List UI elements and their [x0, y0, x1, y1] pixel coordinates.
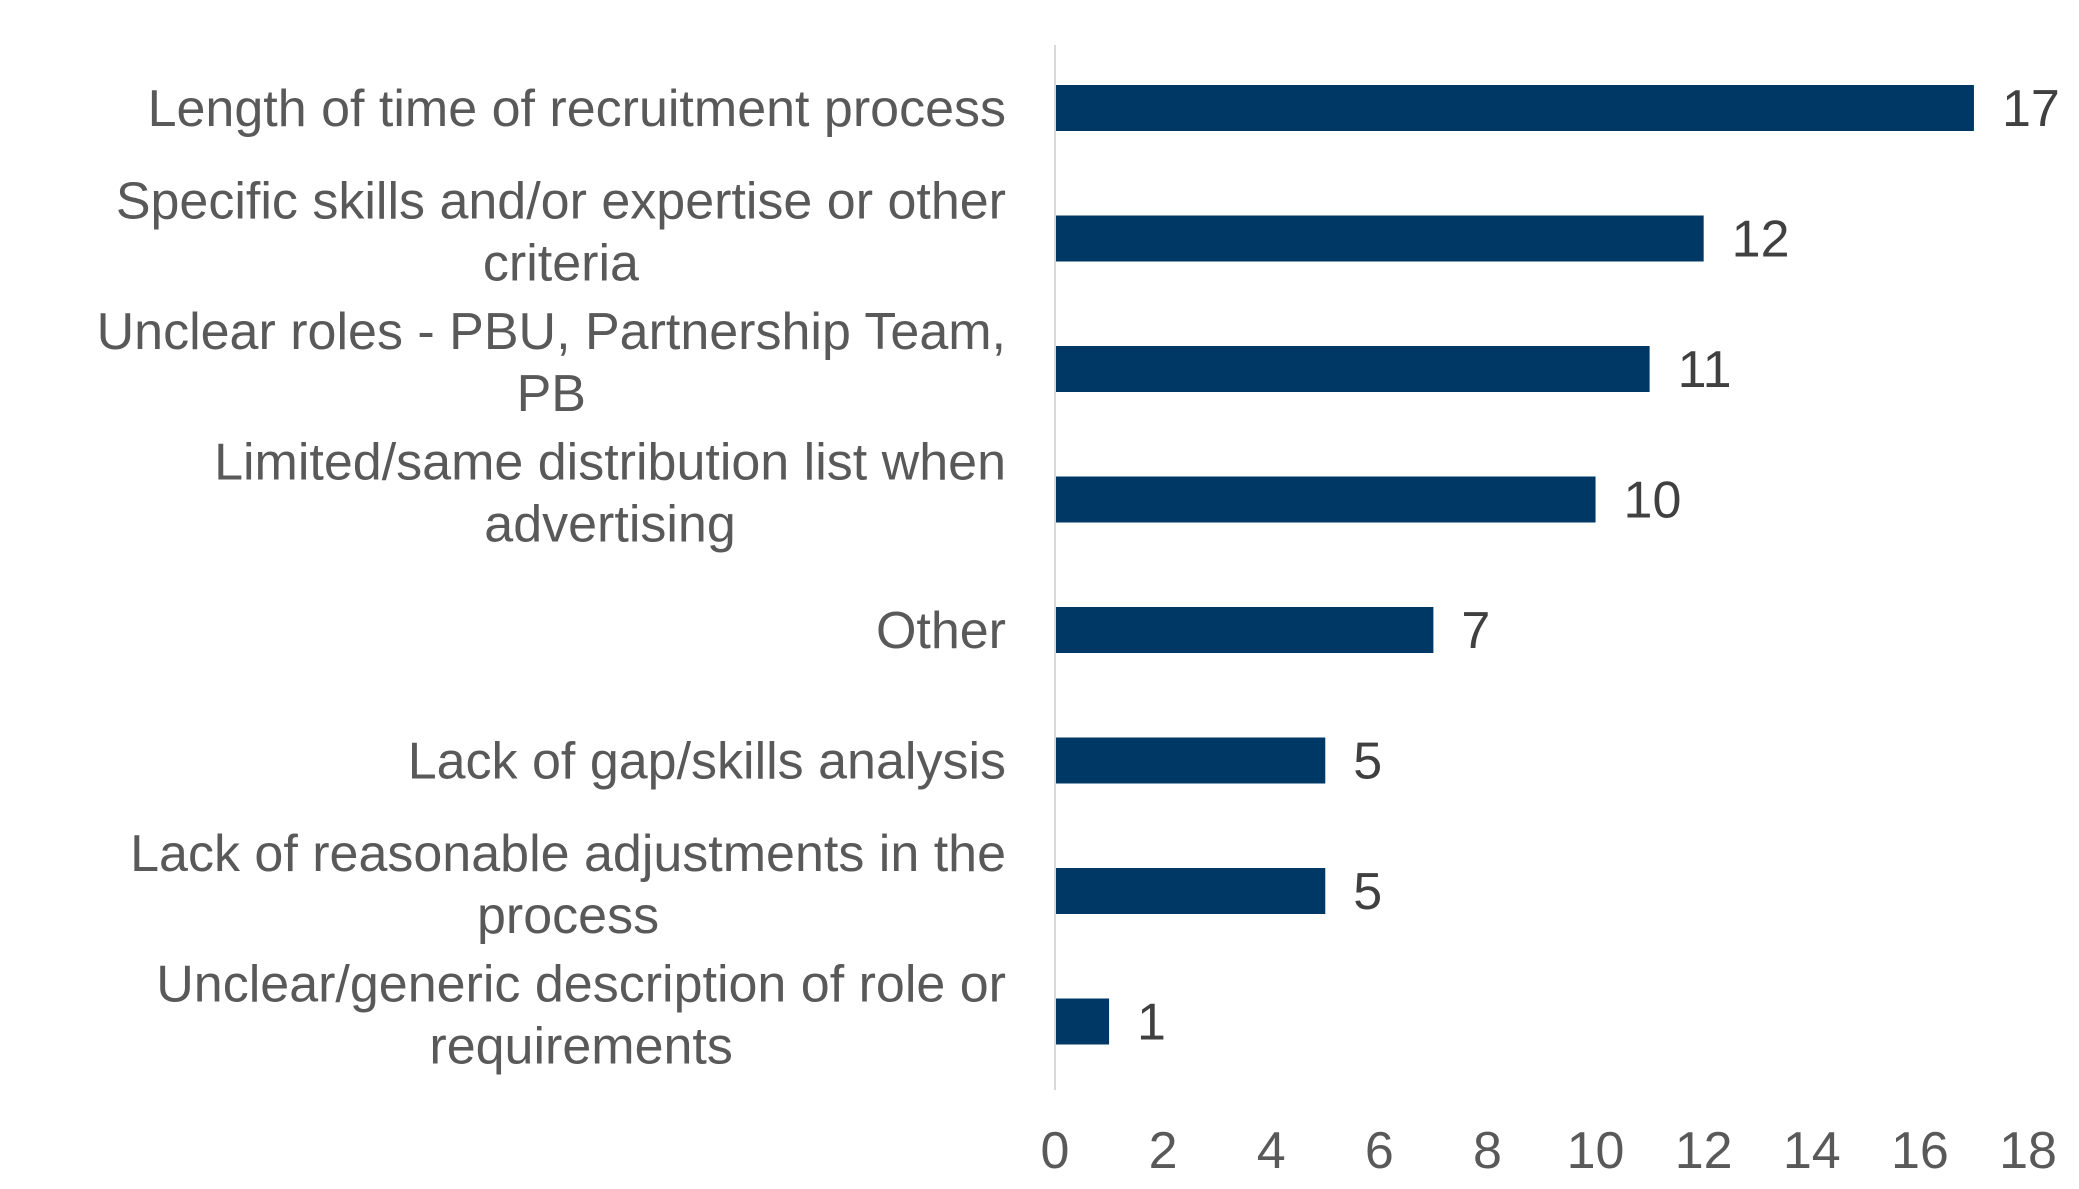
category-label-line: advertising: [484, 496, 735, 554]
bar-value-label: 5: [1353, 733, 1382, 791]
category-label-line: Length of time of recruitment process: [148, 80, 1006, 138]
value-labels-group: 17 12 11 10 7 5 5 1: [1137, 80, 2060, 1052]
bar: [1055, 215, 1704, 262]
bar-value-label: 17: [2002, 80, 2060, 138]
bar-value-label: 7: [1461, 602, 1490, 660]
bar: [1055, 476, 1596, 523]
x-tick-label: 16: [1891, 1122, 1949, 1180]
x-tick-label: 0: [1041, 1122, 1070, 1180]
category-label: Unclear roles - PBU, Partnership Team, PB: [97, 303, 1006, 423]
x-tick-label: 2: [1149, 1122, 1178, 1180]
category-label: Other: [876, 602, 1006, 660]
category-label-line: requirements: [429, 1018, 732, 1076]
x-tick-label: 18: [1999, 1122, 2057, 1180]
bars-group: [1055, 85, 1974, 1045]
category-labels-group: Length of time of recruitment process Spe…: [97, 80, 1006, 1076]
bar-value-label: 12: [1732, 211, 1790, 269]
bar: [1055, 868, 1326, 914]
category-label-line: Lack of gap/skills analysis: [408, 733, 1006, 791]
category-label-line: Unclear/generic description of role or: [156, 956, 1006, 1014]
category-label-line: PB: [517, 365, 586, 423]
x-tick-labels-group: 0 2 4 6 8 10 12 14 16 18: [1041, 1122, 2057, 1180]
category-label-line: criteria: [483, 235, 639, 293]
bar-value-label: 11: [1678, 341, 1732, 399]
x-tick-label: 14: [1783, 1122, 1841, 1180]
category-label: Specific skills and/or expertise or othe…: [116, 173, 1006, 293]
x-tick-label: 6: [1365, 1122, 1394, 1180]
category-label: Lack of reasonable adjustments in the pro…: [130, 825, 1006, 945]
bar: [1055, 607, 1434, 653]
bar: [1055, 85, 1974, 131]
x-tick-label: 4: [1257, 1122, 1286, 1180]
bar: [1055, 737, 1326, 784]
bar-value-label: 5: [1353, 863, 1382, 921]
x-tick-label: 8: [1473, 1122, 1502, 1180]
x-tick-label: 10: [1567, 1122, 1625, 1180]
category-label: Length of time of recruitment process: [148, 80, 1006, 138]
category-label-line: Lack of reasonable adjustments in the: [130, 825, 1006, 883]
category-label-line: Specific skills and/or expertise or othe…: [116, 173, 1006, 231]
category-label-line: Other: [876, 602, 1006, 660]
bar: [1055, 346, 1650, 392]
category-label: Unclear/generic description of role or re…: [156, 956, 1006, 1076]
category-label-line: Unclear roles - PBU, Partnership Team,: [97, 303, 1006, 361]
bar-value-label: 1: [1137, 994, 1166, 1052]
bar-value-label: 10: [1624, 472, 1682, 530]
category-label-line: Limited/same distribution list when: [214, 434, 1006, 492]
x-tick-label: 12: [1675, 1122, 1733, 1180]
category-label: Lack of gap/skills analysis: [408, 733, 1006, 791]
bar: [1055, 998, 1110, 1045]
category-label: Limited/same distribution list when adver…: [214, 434, 1006, 554]
category-label-line: process: [477, 887, 659, 945]
